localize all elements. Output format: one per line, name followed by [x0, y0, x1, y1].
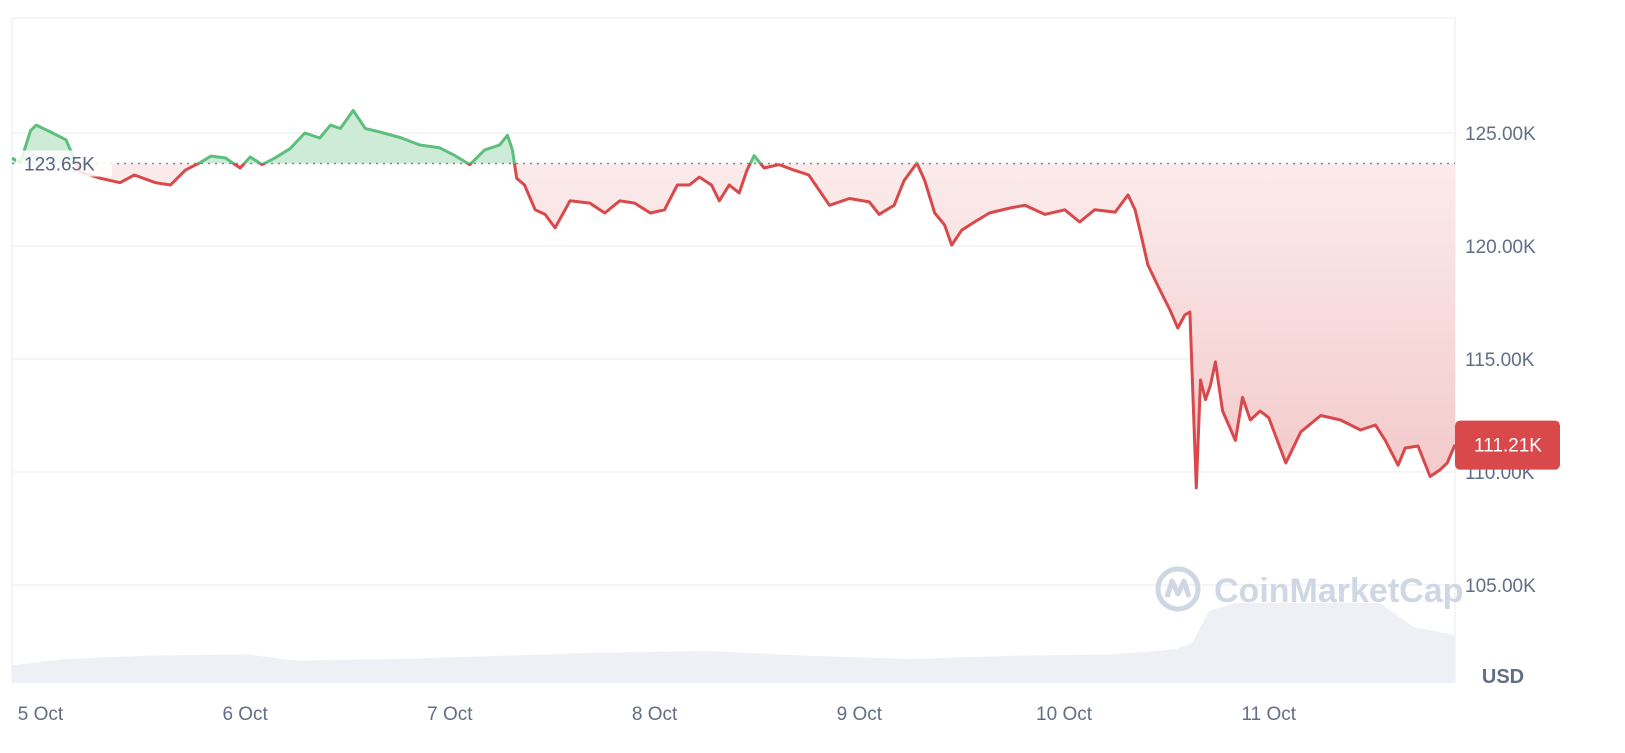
x-tick-label: 11 Oct: [1241, 704, 1296, 725]
coinmarketcap-logo-icon: [1155, 566, 1201, 612]
x-tick-label: 8 Oct: [632, 704, 678, 725]
y-tick-label: 120.00K: [1465, 237, 1536, 258]
baseline-label-bg: [16, 150, 112, 177]
y-tick-label: 105.00K: [1465, 576, 1536, 597]
price-fill: [12, 110, 1455, 488]
x-tick-label: 10 Oct: [1036, 704, 1093, 725]
y-tick-label: 115.00K: [1465, 350, 1535, 371]
current-price-tag: 111.21K: [1455, 420, 1560, 470]
watermark: CoinMarketCap: [1155, 566, 1463, 612]
x-tick-label: 6 Oct: [222, 704, 268, 725]
x-tick-label: 9 Oct: [837, 704, 883, 725]
volume-area: [12, 603, 1455, 683]
current-price-label: 111.21K: [1474, 436, 1542, 457]
currency-unit-label: USD: [1482, 666, 1524, 688]
x-tick-label: 7 Oct: [427, 704, 473, 725]
y-tick-label: 125.00K: [1465, 124, 1536, 145]
price-line-above: [11, 108, 919, 164]
baseline-label: 123.65K: [24, 155, 95, 176]
price-line-below: [19, 163, 1457, 490]
x-axis: 5 Oct 6 Oct 7 Oct 8 Oct 9 Oct 10 Oct 11 Oct: [18, 704, 1297, 725]
current-price-tag-bg: [1455, 420, 1560, 470]
x-tick-label: 5 Oct: [18, 704, 64, 725]
watermark-text: CoinMarketCap: [1214, 572, 1463, 610]
price-fill-below: [12, 163, 1455, 488]
price-line: [11, 108, 1457, 490]
volume-bars: [12, 603, 1455, 683]
